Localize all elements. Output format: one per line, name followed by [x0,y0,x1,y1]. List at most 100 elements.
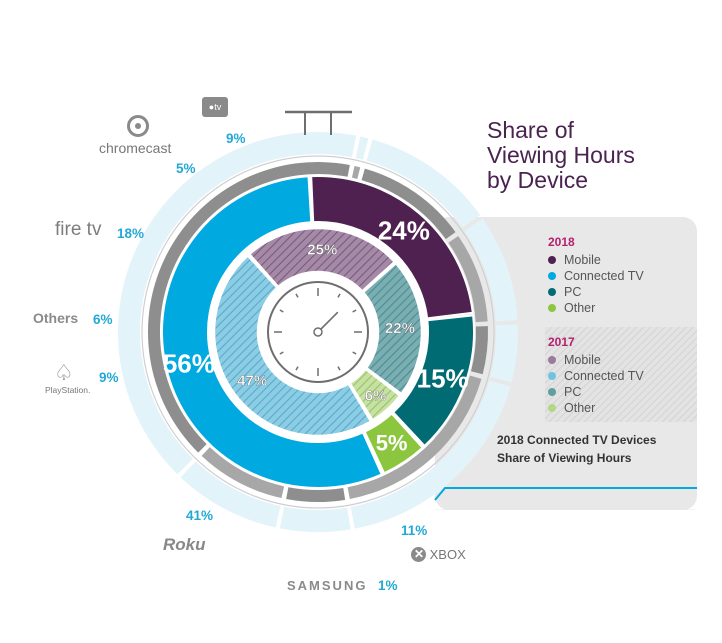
tv-device-label-firetv: 18% [117,226,145,241]
xbox-icon: ✕ [411,547,426,562]
legend-item-other-2017: Other [548,401,595,415]
legend-item-pc-2017: PC [548,385,581,399]
legend-dot [548,372,556,380]
series-layer [161,175,475,489]
title-line-3: by Device [487,167,588,193]
slice-2017-connected-tv [212,253,373,438]
tv-device-band-playstation [180,461,281,528]
legend-item-ctv-2018: Connected TV [548,269,644,283]
data-label-2017-other: 6% [365,387,387,404]
legend-item-ctv-2017: Connected TV [548,369,644,383]
legend-dot [548,356,556,364]
brand-appletv: ●tv [202,97,228,117]
legend-year-2017: 2017 [548,335,575,349]
stopwatch-tick [337,366,341,371]
legend-label: Connected TV [564,369,644,383]
stopwatch-tick [295,366,299,371]
brand-roku: Roku [163,535,206,554]
brand-firetv: fire tv [55,219,102,240]
stopwatch-tick [352,351,357,355]
slice-2018-other [363,412,424,475]
tv-device-label-chromecast: 5% [176,161,196,176]
legend-item-other-2018: Other [548,301,595,315]
legend-dot [548,404,556,412]
legend-panel: 2018 Mobile Connected TV PC Other 2017 M… [435,217,697,510]
tv-device-slice-chromecast [471,326,489,375]
legend-label: PC [564,285,582,299]
legend-label: Connected TV [564,269,644,283]
tv-device-band-fire-tv [350,380,511,529]
tv-device-band-apple-tv [464,218,518,322]
tv-device-slice-others [286,487,346,502]
tv-device-label-roku: 41% [186,508,214,523]
data-label-2017-pc: 22% [385,320,415,337]
stopwatch-pivot [313,327,323,337]
legend-dot [548,256,556,264]
stopwatch-tick [279,351,284,355]
apple-icon: ● [208,102,215,112]
legend-dot [548,288,556,296]
callout-line [434,487,697,501]
brand-chromecast: chromecast [99,140,172,156]
legend-label: Mobile [564,253,601,267]
callout-line-2: Share of Viewing Hours [497,451,632,465]
legend-label: Other [564,301,596,315]
stopwatch-tick [352,309,357,313]
tv-device-label-playstation: 9% [99,370,119,385]
chart-title: Share of Viewing Hours by Device [487,118,687,193]
title-line-2: Viewing Hours [487,142,635,168]
tv-device-slice-samsung [351,165,361,179]
legend-item-mobile-2018: Mobile [548,253,601,267]
legend-year-2018: 2018 [548,235,575,249]
legend-label: Other [564,401,596,415]
outer-ring-outline [141,155,495,509]
legend-dot [548,388,556,396]
brand-playstation: PlayStation. [45,385,91,395]
tv-device-band-roku [118,131,357,475]
tv-device-label-others: 6% [93,312,113,327]
tv-device-band-chromecast [490,324,518,383]
stopwatch-tick [279,309,284,313]
tv-device-slice-playstation [201,447,285,499]
stopwatch-tick [337,293,341,298]
brand-samsung: SAMSUNG [287,578,368,593]
brand-appletv-label: tv [214,102,222,112]
data-label-2018-mobile: 24% [378,215,430,245]
legend-item-mobile-2017: Mobile [548,353,601,367]
legend-label: PC [564,385,582,399]
tv-device-label-xbox: 11% [401,523,428,538]
tv-device-slice-xbox [361,168,456,240]
legend-dot [548,272,556,280]
chromecast-icon [127,115,149,137]
brand-others: Others [33,310,79,326]
tv-device-band-others [279,506,351,533]
data-label-2018-pc: 15% [417,363,469,393]
legend-label: Mobile [564,353,601,367]
data-label-2018-other: 5% [376,430,408,455]
playstation-icon: ♤ [54,360,74,385]
stopwatch-icon [267,110,369,383]
tv-device-band-xbox [366,139,481,228]
tv-device-label-samsung: 1% [378,578,398,593]
legend-hatch-band [435,327,697,510]
tv-device-label-appletv: 9% [226,131,246,146]
tv-device-band-samsung [355,136,369,160]
slice-2017-pc [361,261,424,396]
callout-label: 2018 Connected TV Devices Share of Viewi… [497,431,697,467]
legend-item-pc-2018: PC [548,285,581,299]
slice-2018-pc [391,314,475,448]
slice-2017-mobile [247,226,397,294]
data-label-2018-connected-tv: 56% [163,349,215,379]
data-label-layer: 24% 15% 5% 56% 25% 22% 6% 47% [163,215,469,455]
title-line-1: Share of [487,117,574,143]
brand-xbox: ✕ XBOX [411,547,466,562]
stopwatch-tick [295,293,299,298]
data-label-2017-mobile: 25% [307,242,337,259]
data-label-2017-connected-tv: 47% [237,372,267,389]
slice-2018-mobile [310,175,474,320]
slice-2017-other [347,366,403,423]
tv-device-slice-fire-tv [347,375,482,499]
background-layer [118,131,518,533]
callout-line-1: 2018 Connected TV Devices [497,433,657,447]
brand-xbox-label: XBOX [429,547,466,562]
